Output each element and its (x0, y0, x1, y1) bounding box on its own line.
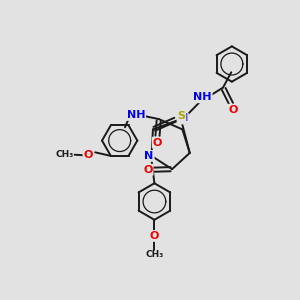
Text: O: O (83, 150, 93, 160)
Text: CH₃: CH₃ (145, 250, 164, 259)
Text: O: O (153, 138, 162, 148)
Text: CH₃: CH₃ (55, 150, 74, 159)
Text: O: O (229, 105, 238, 115)
Text: N: N (145, 151, 154, 161)
Text: NH: NH (127, 110, 145, 120)
Text: O: O (150, 231, 159, 241)
Text: NH: NH (193, 92, 212, 102)
Text: S: S (178, 111, 185, 121)
Text: N: N (178, 113, 188, 124)
Text: O: O (143, 165, 153, 175)
